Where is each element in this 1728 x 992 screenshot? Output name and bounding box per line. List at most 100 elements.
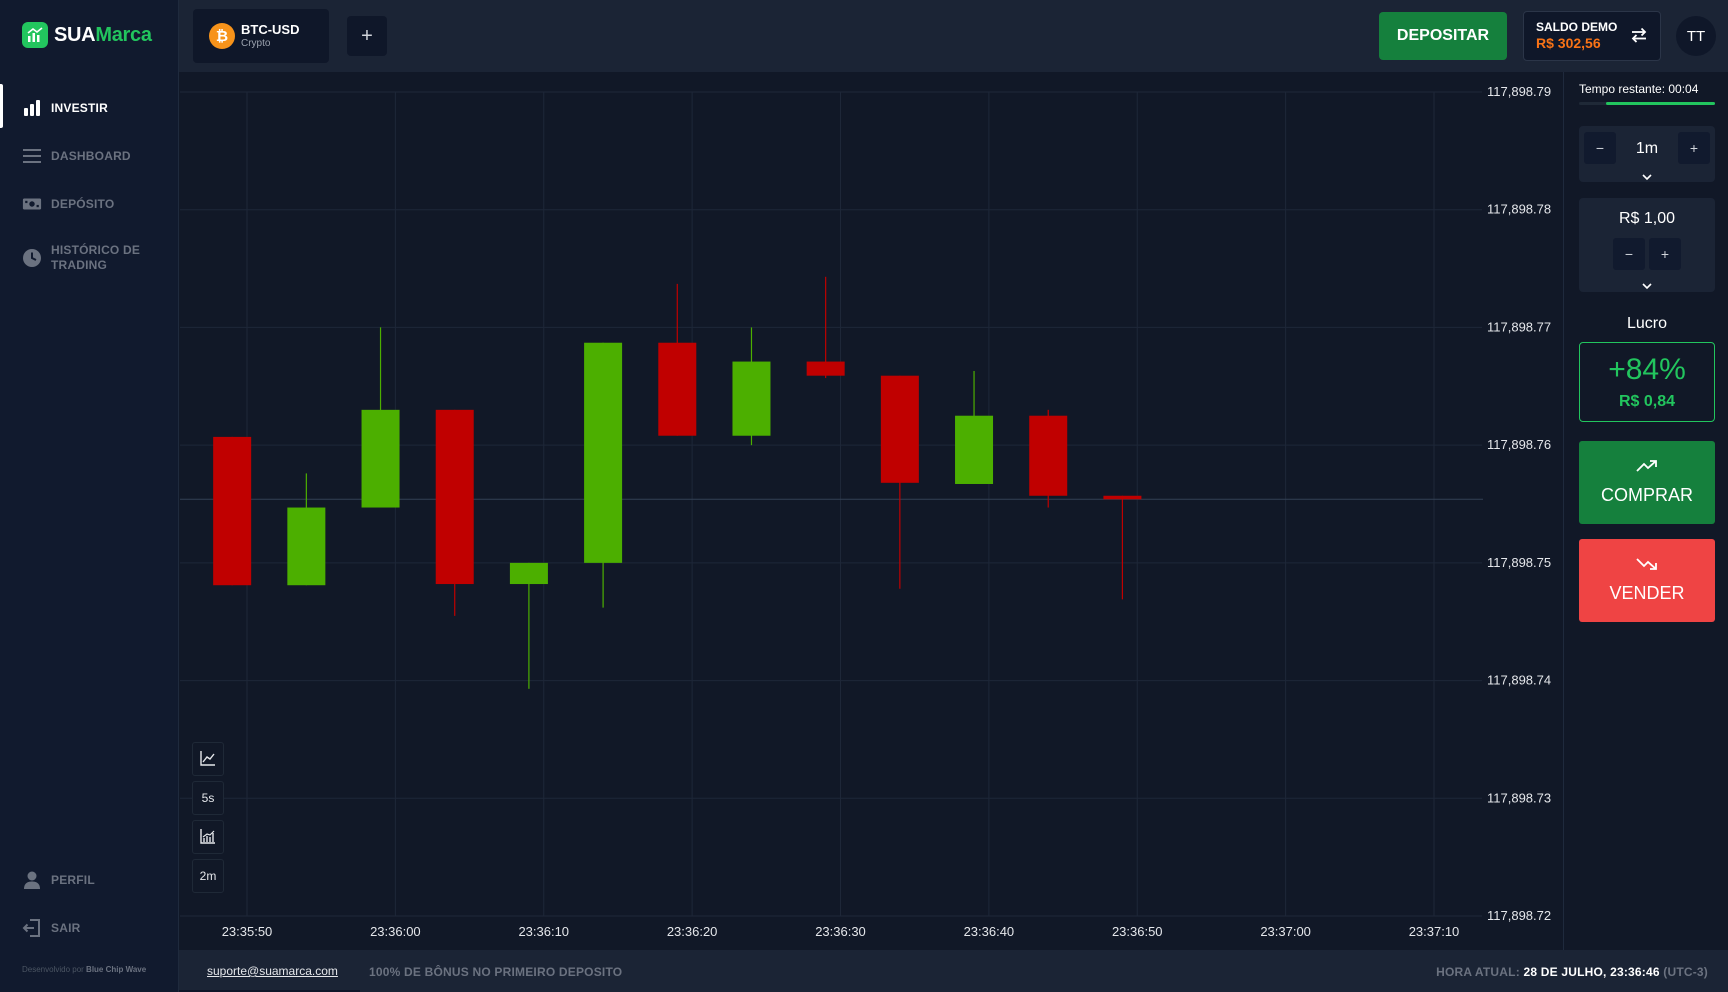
chart-tools: 5s 2m [192, 742, 224, 898]
sidebar-item-deposito[interactable]: DEPÓSITO [0, 180, 179, 228]
x-tick-label: 23:36:50 [1112, 924, 1163, 939]
top-bar: ₿ BTC-USD Crypto + DEPOSITAR SALDO DEMO … [179, 0, 1728, 72]
candle-down [806, 361, 845, 376]
sidebar-item-label: DASHBOARD [51, 148, 131, 163]
candle-down [1029, 415, 1068, 496]
buy-button[interactable]: COMPRAR [1579, 441, 1715, 524]
logo-chart-icon [22, 22, 48, 48]
buy-label: COMPRAR [1600, 485, 1693, 505]
x-tick-label: 23:36:10 [518, 924, 569, 939]
y-tick-label: 117,898.74 [1487, 673, 1551, 688]
add-asset-button[interactable]: + [347, 16, 387, 56]
duration-selector: − 1m + [1579, 126, 1715, 182]
chevron-down-icon[interactable] [1579, 277, 1715, 295]
support-tab-indicator [179, 990, 360, 992]
y-tick-label: 117,898.79 [1487, 84, 1551, 99]
profit-label: Lucro [1626, 315, 1668, 332]
logout-icon [22, 918, 42, 938]
amount-decrease-button[interactable]: − [1613, 238, 1645, 270]
sidebar-item-investir[interactable]: INVESTIR [0, 84, 179, 132]
candle-down [1103, 495, 1142, 500]
balance-label: SALDO DEMO [1536, 20, 1618, 34]
y-tick-label: 117,898.73 [1487, 790, 1551, 805]
x-tick-label: 23:36:40 [964, 924, 1015, 939]
sidebar: SUAMarca INVESTIR DASHBOARD DEPÓSITO [0, 0, 179, 992]
candlestick-chart[interactable]: 117,898.79 117,898.78 117,898.77 117,898.76… [180, 72, 1563, 950]
zoom-range-button[interactable]: 2m [192, 859, 224, 893]
indicators-icon [200, 828, 216, 847]
sidebar-item-sair[interactable]: SAIR [0, 904, 179, 952]
sidebar-nav: INVESTIR DASHBOARD DEPÓSITO HISTÓRICO DE… [0, 84, 179, 288]
candle-up [287, 507, 326, 586]
chevron-down-icon[interactable] [1579, 168, 1715, 186]
profit-box: +84% R$ 0,84 [1579, 342, 1715, 422]
amount-value[interactable]: R$ 1,00 [1618, 210, 1676, 227]
balance-selector[interactable]: SALDO DEMO R$ 302,56 [1523, 11, 1661, 61]
chart-type-button[interactable] [192, 742, 224, 776]
x-tick-label: 23:37:00 [1260, 924, 1311, 939]
avatar[interactable]: TT [1676, 16, 1716, 56]
swap-arrows-icon[interactable] [1630, 26, 1648, 49]
trade-panel: Tempo restante: 00:04 − 1m + R$ 1,00 − +… [1563, 72, 1728, 950]
trend-up-icon [1579, 459, 1715, 473]
candle-down [435, 409, 474, 585]
candle-interval-button[interactable]: 5s [192, 781, 224, 815]
clock-icon [22, 248, 42, 268]
y-tick-label: 117,898.78 [1487, 202, 1551, 217]
y-tick-label: 117,898.72 [1487, 908, 1551, 923]
sidebar-item-perfil[interactable]: PERFIL [0, 856, 179, 904]
promo-text: 100% DE BÔNUS NO PRIMEIRO DEPOSITO [369, 965, 623, 979]
x-tick-label: 23:35:50 [222, 924, 273, 939]
profit-percent: +84% [1608, 353, 1686, 386]
sell-button[interactable]: VENDER [1579, 539, 1715, 622]
footer: suporte@suamarca.com 100% DE BÔNUS NO PR… [179, 950, 1728, 992]
brand-logo[interactable]: SUAMarca [22, 22, 152, 48]
current-time: HORA ATUAL: 28 DE JULHO, 23:36:46 (UTC-3… [1436, 965, 1708, 979]
sidebar-bottom-nav: PERFIL SAIR [0, 856, 179, 952]
candle-up [584, 342, 623, 563]
indicators-button[interactable] [192, 820, 224, 854]
x-tick-label: 23:37:10 [1409, 924, 1460, 939]
duration-value[interactable]: 1m [1635, 140, 1659, 157]
bar-chart-icon [22, 98, 42, 118]
clock-timezone: (UTC-3) [1663, 965, 1708, 979]
amount-selector: R$ 1,00 − + [1579, 198, 1715, 292]
duration-decrease-button[interactable]: − [1584, 132, 1616, 164]
duration-increase-button[interactable]: + [1678, 132, 1710, 164]
x-tick-label: 23:36:20 [667, 924, 718, 939]
y-tick-label: 117,898.75 [1487, 555, 1551, 570]
time-remaining: Tempo restante: 00:04 [1579, 82, 1699, 96]
sidebar-item-label: PERFIL [51, 872, 95, 887]
brand-name: SUAMarca [54, 23, 152, 46]
sidebar-item-historico[interactable]: HISTÓRICO DE TRADING [0, 228, 179, 288]
candle-up [361, 409, 400, 508]
x-tick-label: 23:36:00 [370, 924, 421, 939]
sidebar-item-label: SAIR [51, 920, 81, 935]
line-chart-icon [200, 750, 216, 769]
user-icon [22, 870, 42, 890]
balance-value: R$ 302,56 [1536, 35, 1601, 51]
price-chart[interactable]: 117,898.79 117,898.78 117,898.77 117,898.76… [180, 72, 1563, 950]
amount-increase-button[interactable]: + [1649, 238, 1681, 270]
trend-down-icon [1579, 557, 1715, 571]
deposit-button[interactable]: DEPOSITAR [1379, 12, 1507, 60]
cash-icon [22, 194, 42, 214]
clock-value: 28 DE JULHO, 23:36:46 [1523, 965, 1660, 979]
sidebar-item-label: DEPÓSITO [51, 196, 115, 211]
clock-label: HORA ATUAL: [1436, 965, 1520, 979]
candle-up [509, 562, 548, 585]
bitcoin-icon: ₿ [209, 23, 235, 49]
time-progress-fill [1606, 102, 1715, 105]
sidebar-item-dashboard[interactable]: DASHBOARD [0, 132, 179, 180]
time-progress-bar [1579, 102, 1715, 105]
developer-credit: Desenvolvido por Blue Chip Wave [22, 965, 147, 974]
x-tick-label: 23:36:30 [815, 924, 866, 939]
support-email-link[interactable]: suporte@suamarca.com [207, 964, 338, 978]
y-tick-label: 117,898.77 [1487, 319, 1551, 334]
asset-tab-btc-usd[interactable]: ₿ BTC-USD Crypto [193, 9, 329, 63]
asset-type: Crypto [241, 37, 271, 49]
sidebar-item-label: HISTÓRICO DE TRADING [51, 243, 141, 272]
menu-lines-icon [22, 146, 42, 166]
asset-symbol: BTC-USD [241, 21, 300, 37]
sell-label: VENDER [1609, 583, 1685, 603]
